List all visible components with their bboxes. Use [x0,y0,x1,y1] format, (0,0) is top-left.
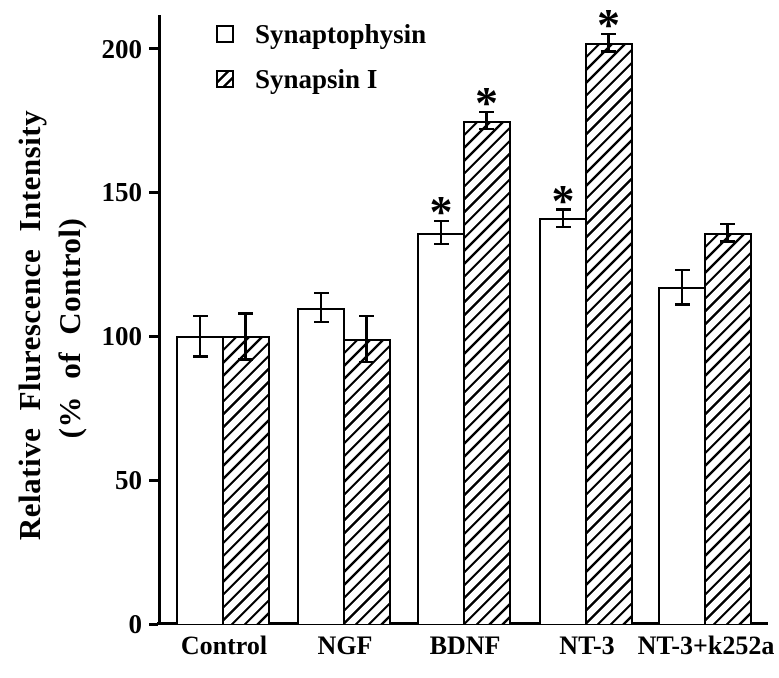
error-bar-cap [238,358,253,361]
legend-swatch-open-icon [216,25,234,43]
bar-synapsin-i-nt-3 [584,42,633,624]
error-bar-cap [433,242,449,246]
bar-synapsin-i-nt-3-k252a [703,232,752,624]
error-bar-line [439,221,443,245]
error-bar-line [198,316,202,357]
error-bar-cap [601,50,616,53]
error-bar-cap [674,268,690,272]
error-bar-cap [192,314,208,318]
error-bar-cap [720,222,735,226]
x-category-label-bdnf: BDNF [429,631,501,660]
y-tick-label: 200 [101,33,143,64]
error-bar-line [485,111,488,130]
error-bar-cap [555,208,571,211]
error-bar-cap [674,303,690,306]
error-bar-cap [479,127,494,131]
error-bar-cap [555,225,571,229]
y-tick-mark [149,190,158,194]
legend: Synaptophysin Synapsin I [216,20,426,110]
bar-synapsin-i-bdnf [462,120,511,624]
significance-asterisk: * [551,174,575,226]
x-category-label-ngf: NGF [317,631,373,660]
error-bar-line [561,209,565,227]
y-tick-label: 50 [115,465,142,496]
bar-synapsin-i-control [221,336,270,624]
legend-label-synaptophysin: Synaptophysin [255,19,427,49]
x-category-label-control: Control [180,631,268,660]
bar-synaptophysin-nt-3-k252a [658,287,706,624]
error-bar-line [607,34,610,52]
x-category-label-nt-3-k252a: NT-3+k252a [637,631,775,660]
legend-label-synapsin: Synapsin I [255,64,378,94]
y-tick-mark [149,622,158,626]
error-bar-cap [479,110,494,114]
error-bar-line [680,270,684,305]
error-bar-cap [720,240,735,243]
y-tick-mark [149,47,158,51]
y-tick-label: 150 [101,177,143,208]
error-bar-line [244,313,247,360]
error-bar-cap [601,32,616,36]
bar-synaptophysin-control [176,336,224,624]
y-tick-label: 0 [128,609,143,639]
y-tick-label: 100 [101,321,143,352]
y-axis-label-line1: Relative Flurescence Intensity [12,109,47,541]
significance-asterisk: * [429,186,453,238]
error-bar-cap [313,320,329,324]
bar-synaptophysin-ngf [297,307,345,624]
significance-asterisk: * [597,0,620,51]
y-tick-mark [149,478,158,482]
legend-item-synaptophysin: Synaptophysin [216,20,426,48]
significance-asterisk: * [475,76,498,128]
error-bar-cap [192,355,208,358]
error-bar-line [365,316,368,363]
legend-item-synapsin: Synapsin I [216,65,426,93]
error-bar-cap [359,314,374,318]
y-axis-line [158,15,161,625]
error-bar-line [319,293,323,322]
error-bar-cap [359,360,374,364]
error-bar-cap [238,312,253,315]
bar-synapsin-i-ngf [342,339,391,624]
bar-synaptophysin-bdnf [417,232,465,624]
x-category-label-nt-3: NT-3 [559,631,615,660]
bar-synaptophysin-nt-3 [539,218,587,624]
legend-swatch-hatched-icon [216,70,234,88]
y-tick-mark [149,334,158,338]
error-bar-cap [313,291,329,295]
error-bar-cap [433,219,449,223]
error-bar-line [726,224,729,242]
